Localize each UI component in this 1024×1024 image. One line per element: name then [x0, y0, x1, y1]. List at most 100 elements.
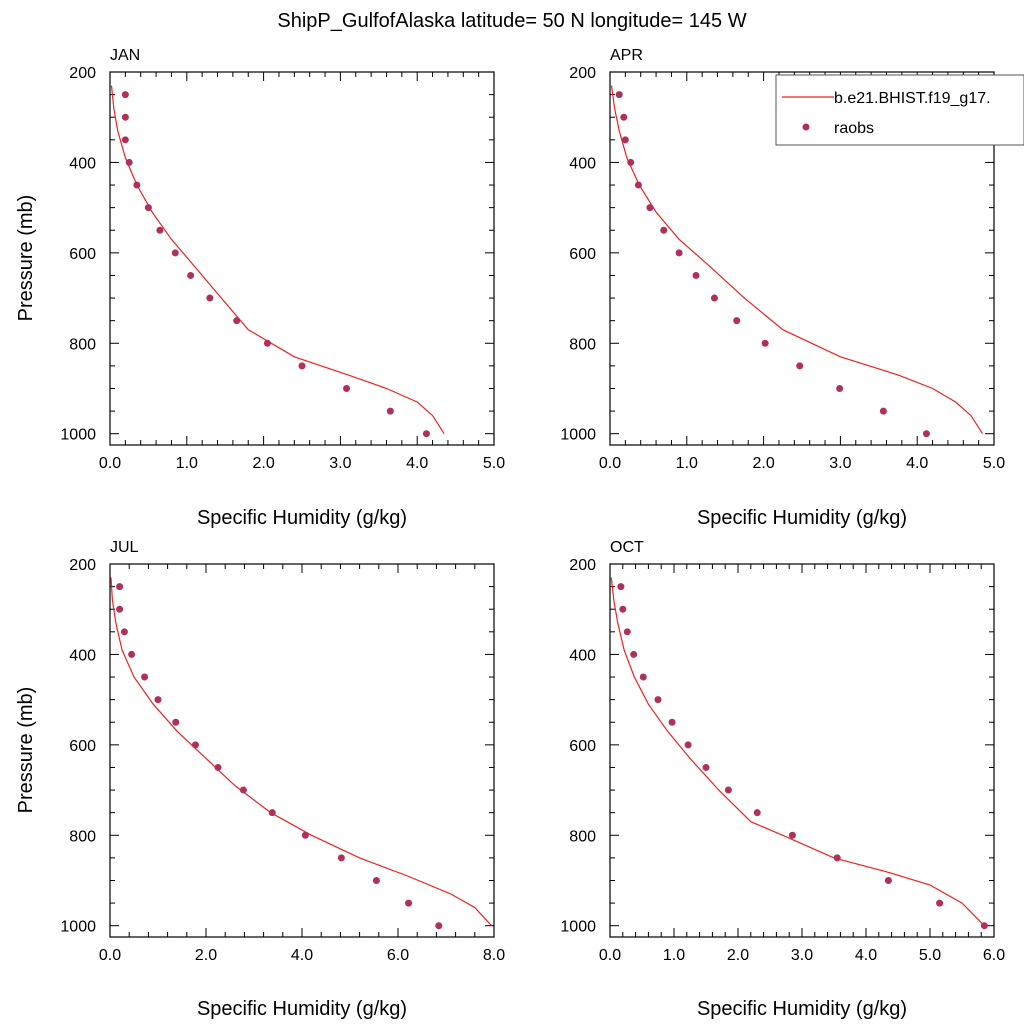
raobs-point — [128, 650, 136, 658]
raobs-point — [116, 583, 124, 591]
data-marks — [610, 577, 988, 930]
raobs-point — [692, 271, 700, 279]
data-marks — [110, 85, 445, 438]
raobs-point — [154, 696, 162, 704]
x-tick-label: 4.0 — [906, 455, 928, 472]
raobs-point — [435, 922, 443, 930]
panel-oct: OCT Specific Humidity (g/kg) 200 400 600 80… — [560, 539, 1005, 1020]
raobs-point — [654, 696, 662, 704]
x-tick-label: 4.0 — [406, 455, 428, 472]
raobs-point — [833, 854, 841, 862]
raobs-point — [133, 181, 141, 189]
raobs-point — [125, 158, 133, 166]
y-tick-label: 800 — [69, 336, 96, 353]
y-tick-label: 800 — [569, 336, 596, 353]
y-axis-label: Pressure (mb) — [15, 195, 37, 322]
raobs-point — [620, 113, 628, 121]
x-tick-label: 0.0 — [599, 947, 621, 964]
raobs-point — [621, 136, 629, 144]
x-axis-label: Specific Humidity (g/kg) — [197, 507, 407, 529]
x-tick-label: 3.0 — [329, 455, 351, 472]
figure-title: ShipP_GulfofAlaska latitude= 50 N longit… — [277, 10, 746, 32]
panel-jul: JUL Specific Humidity (g/kg) Pressure (m… — [15, 539, 505, 1020]
y-tick-label: 200 — [69, 557, 96, 574]
raobs-point — [980, 922, 988, 930]
y-tick-label: 1000 — [560, 919, 596, 936]
panel-jan: JAN Specific Humidity (g/kg) Pressure (m… — [15, 47, 505, 529]
raobs-point — [191, 741, 199, 749]
raobs-point — [187, 271, 195, 279]
x-tick-label: 2.0 — [727, 947, 749, 964]
raobs-point — [627, 158, 635, 166]
x-tick-label: 6.0 — [983, 947, 1005, 964]
raobs-point — [120, 628, 128, 636]
y-tick-label: 1000 — [560, 427, 596, 444]
raobs-point — [263, 339, 271, 347]
y-tick-label: 400 — [569, 647, 596, 664]
raobs-point — [121, 113, 129, 121]
raobs-point — [684, 741, 692, 749]
x-tick-label: 1.0 — [663, 947, 685, 964]
x-tick-label: 5.0 — [919, 947, 941, 964]
model-line — [110, 577, 493, 927]
raobs-point — [836, 384, 844, 392]
raobs-point — [660, 226, 668, 234]
panel-title: JAN — [110, 47, 140, 64]
raobs-point — [788, 831, 796, 839]
x-tick-label: 4.0 — [291, 947, 313, 964]
raobs-point — [386, 407, 394, 415]
raobs-point — [422, 430, 430, 438]
raobs-point — [796, 362, 804, 370]
x-axis-label: Specific Humidity (g/kg) — [697, 507, 907, 529]
raobs-point — [619, 605, 627, 613]
raobs-point — [239, 786, 247, 794]
legend: b.e21.BHIST.f19_g17. raobs — [775, 74, 1024, 146]
panel-title: APR — [610, 47, 643, 64]
raobs-point — [233, 317, 241, 325]
y-tick-label: 600 — [69, 738, 96, 755]
x-tick-label: 2.0 — [252, 455, 274, 472]
raobs-point — [171, 249, 179, 257]
plot-frame — [109, 563, 495, 938]
x-axis-label: Specific Humidity (g/kg) — [697, 998, 907, 1020]
x-tick-label: 0.0 — [99, 455, 121, 472]
y-tick-label: 200 — [569, 65, 596, 82]
x-tick-label: 5.0 — [983, 455, 1005, 472]
y-tick-label: 600 — [69, 246, 96, 263]
raobs-point — [121, 91, 129, 99]
legend-box — [775, 74, 1024, 146]
y-tick-label: 400 — [69, 647, 96, 664]
raobs-point — [675, 249, 683, 257]
x-tick-label: 4.0 — [855, 947, 877, 964]
y-tick-label: 1000 — [60, 427, 96, 444]
raobs-point — [884, 876, 892, 884]
data-marks — [610, 85, 984, 438]
plot-frame — [109, 71, 495, 446]
y-tick-label: 600 — [569, 738, 596, 755]
panel-title: OCT — [610, 539, 644, 556]
raobs-point — [172, 718, 180, 726]
raobs-point — [710, 294, 718, 302]
raobs-point — [623, 628, 631, 636]
model-line — [610, 577, 985, 927]
x-tick-label: 0.0 — [599, 455, 621, 472]
raobs-point — [121, 136, 129, 144]
panel-apr: APR Specific Humidity (g/kg) 200 400 600 80… — [560, 47, 1024, 529]
raobs-point — [268, 809, 276, 817]
model-line — [610, 85, 984, 435]
raobs-point — [405, 899, 413, 907]
x-tick-label: 0.0 — [99, 947, 121, 964]
y-tick-label: 400 — [69, 155, 96, 172]
y-tick-label: 400 — [569, 155, 596, 172]
x-tick-label: 3.0 — [791, 947, 813, 964]
raobs-point — [141, 673, 149, 681]
raobs-point — [301, 831, 309, 839]
legend-entry-raobs: raobs — [834, 120, 874, 137]
plot-frame — [609, 563, 995, 938]
x-tick-label: 2.0 — [195, 947, 217, 964]
raobs-point — [639, 673, 647, 681]
